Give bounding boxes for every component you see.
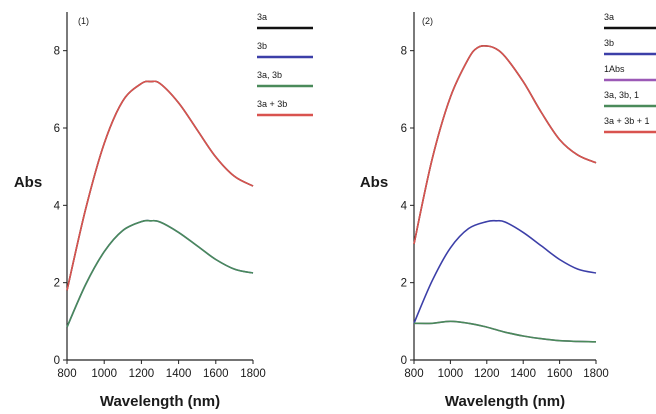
x-tick-label: 1000 [438, 368, 464, 380]
series-line-4 [67, 81, 253, 290]
x-tick-label: 1400 [510, 368, 536, 380]
series-line-2 [414, 221, 596, 324]
legend-label: 1Abs [604, 64, 625, 74]
y-tick-label: 2 [401, 278, 407, 290]
y-tick-label: 8 [401, 46, 407, 58]
legend-label: 3a [257, 12, 267, 22]
x-tick-label: 1800 [240, 368, 266, 380]
chart-panel-1: 0 2 4 6 8 800 1000 1200 1400 1600 1800 Wavelength (… [14, 12, 313, 410]
x-tick-label: 800 [57, 368, 76, 380]
x-tick-label: 1200 [474, 368, 500, 380]
chart-panel-2: 0 2 4 6 8 800 1000 1200 1400 1600 1800 Wavelength (… [360, 12, 656, 410]
x-axis-title: Wavelength (nm) [445, 393, 565, 410]
legend-label: 3b [604, 38, 614, 48]
series-line-4 [414, 321, 596, 342]
y-axis-title: Abs [14, 174, 42, 191]
legend-label: 3a, 3b [257, 70, 282, 80]
panel-label: (2) [422, 16, 433, 26]
y-axis-title: Abs [360, 174, 388, 191]
y-tick-label: 8 [54, 46, 60, 58]
x-tick-label: 1600 [547, 368, 573, 380]
series-line-5 [414, 46, 596, 244]
x-tick-label: 1000 [91, 368, 117, 380]
y-tick-label: 4 [401, 200, 408, 212]
series-line-3 [67, 221, 253, 328]
x-axis-title: Wavelength (nm) [100, 393, 220, 410]
y-tick-label: 0 [401, 355, 407, 367]
legend-label: 3a + 3b + 1 [604, 116, 650, 126]
legend-label: 3b [257, 41, 267, 51]
legend-label: 3a, 3b, 1 [604, 90, 639, 100]
legend: 3a 3b 3a, 3b 3a + 3b [257, 12, 313, 115]
x-tick-label: 1200 [129, 368, 155, 380]
x-tick-label: 1400 [166, 368, 192, 380]
legend-label: 3a + 3b [257, 99, 287, 109]
panel-label: (1) [78, 16, 89, 26]
y-tick-label: 6 [54, 123, 60, 135]
y-tick-label: 2 [54, 278, 60, 290]
x-tick-label: 800 [404, 368, 423, 380]
x-tick-label: 1600 [203, 368, 229, 380]
legend-label: 3a [604, 12, 614, 22]
legend: 3a 3b 1Abs 3a, 3b, 1 3a + 3b + 1 [604, 12, 656, 132]
y-tick-label: 4 [54, 200, 61, 212]
series-line-1 [67, 81, 253, 290]
x-tick-label: 1800 [583, 368, 609, 380]
y-tick-label: 0 [54, 355, 60, 367]
series-line-2 [67, 221, 253, 328]
y-tick-label: 6 [401, 123, 407, 135]
series-line-1 [414, 46, 596, 244]
